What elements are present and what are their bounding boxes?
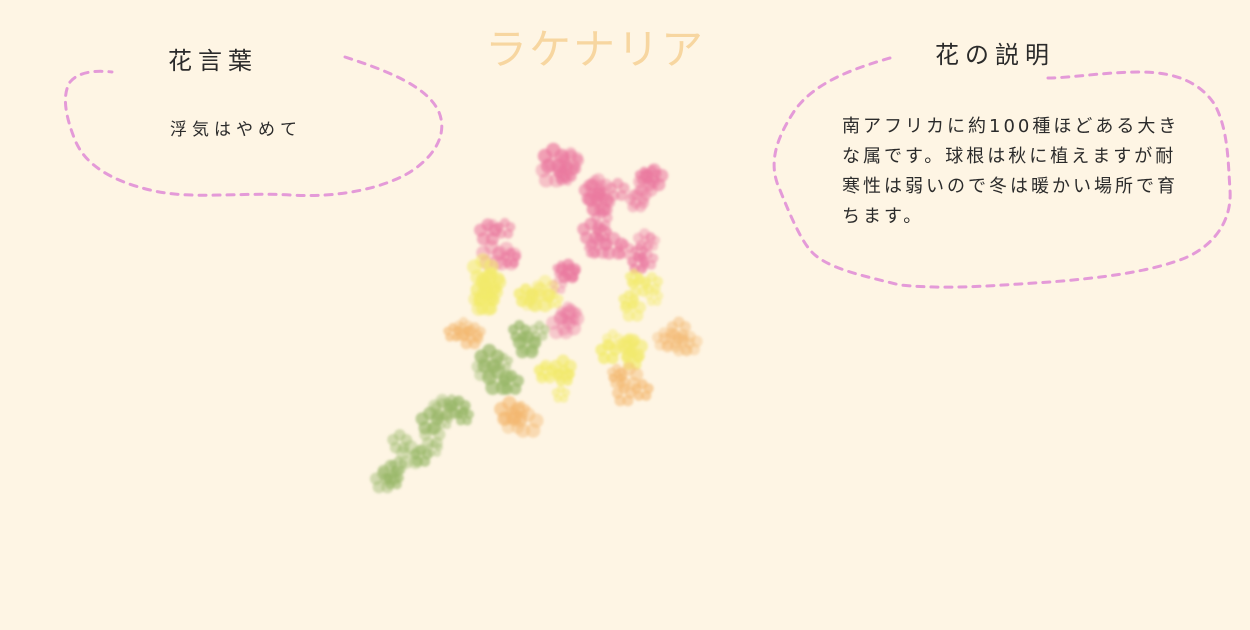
flower-description-heading: 花の説明 <box>935 41 1055 69</box>
flower-language-heading: 花言葉 <box>168 47 258 75</box>
flower-language-text: 浮気はやめて <box>170 120 302 140</box>
page-title: ラケナリア <box>484 25 705 74</box>
flower-blossom <box>494 217 516 239</box>
right-cloud-border <box>772 56 1232 289</box>
flower-blossom <box>508 319 531 342</box>
flower-description-text: 南アフリカに約100種ほどある大きな属です。球根は秋に植えますが耐寒性は弱いので… <box>842 116 1180 227</box>
flower-blossom <box>551 384 571 403</box>
